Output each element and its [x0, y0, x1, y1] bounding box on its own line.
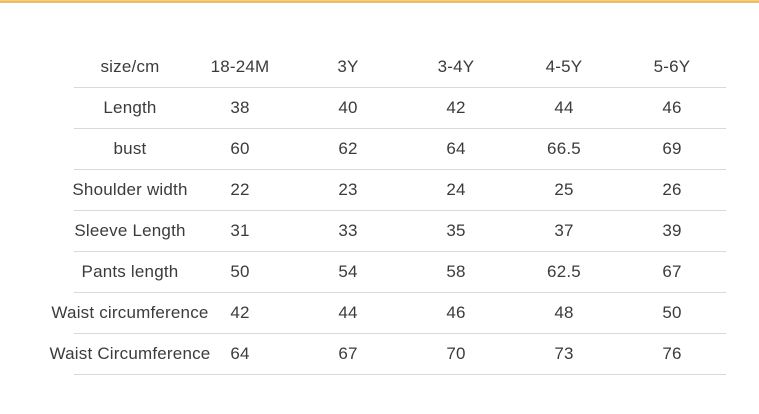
table-row-sleeve-length: Sleeve Length 31 33 35 37 39 — [74, 211, 726, 252]
row-label: Sleeve Length — [74, 221, 186, 240]
cell-value: 69 — [662, 139, 682, 158]
cell-value: 50 — [662, 303, 682, 322]
table-row-shoulder-width: Shoulder width 22 23 24 25 26 — [72, 170, 726, 211]
cell-value: 31 — [230, 221, 250, 240]
cell-value: 58 — [446, 262, 466, 281]
cell-value: 62.5 — [547, 262, 581, 281]
table-row-waist-circumference-1: Waist circumference 42 44 46 48 50 — [51, 293, 726, 334]
row-label: bust — [113, 139, 147, 158]
cell-value: 22 — [230, 180, 250, 199]
cell-value: 67 — [662, 262, 682, 281]
table-row-length: Length 38 40 42 44 46 — [74, 88, 726, 129]
row-label: Pants length — [81, 262, 179, 281]
row-label: Waist Circumference — [49, 344, 211, 363]
column-header-4-5y: 4-5Y — [545, 57, 583, 76]
cell-value: 35 — [446, 221, 466, 240]
column-header-18-24m: 18-24M — [210, 57, 270, 76]
cell-value: 48 — [554, 303, 574, 322]
cell-value: 44 — [554, 98, 574, 117]
cell-value: 39 — [662, 221, 682, 240]
cell-value: 46 — [662, 98, 682, 117]
row-label: Shoulder width — [72, 180, 188, 199]
column-header-3y: 3Y — [337, 57, 359, 76]
cell-value: 38 — [230, 98, 250, 117]
cell-value: 24 — [446, 180, 466, 199]
cell-value: 42 — [446, 98, 466, 117]
cell-value: 67 — [338, 344, 358, 363]
cell-value: 66.5 — [547, 139, 581, 158]
size-chart-header-row: size/cm 18-24M 3Y 3-4Y 4-5Y 5-6Y — [74, 47, 726, 88]
cell-value: 44 — [338, 303, 358, 322]
cell-value: 60 — [230, 139, 250, 158]
cell-value: 64 — [230, 344, 250, 363]
row-label: Length — [103, 98, 157, 117]
cell-value: 25 — [554, 180, 574, 199]
cell-value: 50 — [230, 262, 250, 281]
column-header-5-6y: 5-6Y — [653, 57, 691, 76]
table-row-pants-length: Pants length 50 54 58 62.5 67 — [74, 252, 726, 293]
cell-value: 26 — [662, 180, 682, 199]
cell-value: 40 — [338, 98, 358, 117]
cell-value: 62 — [338, 139, 358, 158]
cell-value: 33 — [338, 221, 358, 240]
column-header-3-4y: 3-4Y — [437, 57, 475, 76]
cell-value: 42 — [230, 303, 250, 322]
cell-value: 76 — [662, 344, 682, 363]
top-accent-bar — [0, 0, 759, 3]
cell-value: 23 — [338, 180, 358, 199]
cell-value: 46 — [446, 303, 466, 322]
cell-value: 64 — [446, 139, 466, 158]
row-label: Waist circumference — [51, 303, 209, 322]
cell-value: 54 — [338, 262, 358, 281]
table-row-waist-circumference-2: Waist Circumference 64 67 70 73 76 — [49, 334, 726, 375]
cell-value: 73 — [554, 344, 574, 363]
cell-value: 70 — [446, 344, 466, 363]
table-row-bust: bust 60 62 64 66.5 69 — [74, 129, 726, 170]
size-chart-table: size/cm 18-24M 3Y 3-4Y 4-5Y 5-6Y Length … — [49, 47, 726, 375]
column-header-size-cm: size/cm — [100, 57, 160, 76]
cell-value: 37 — [554, 221, 574, 240]
